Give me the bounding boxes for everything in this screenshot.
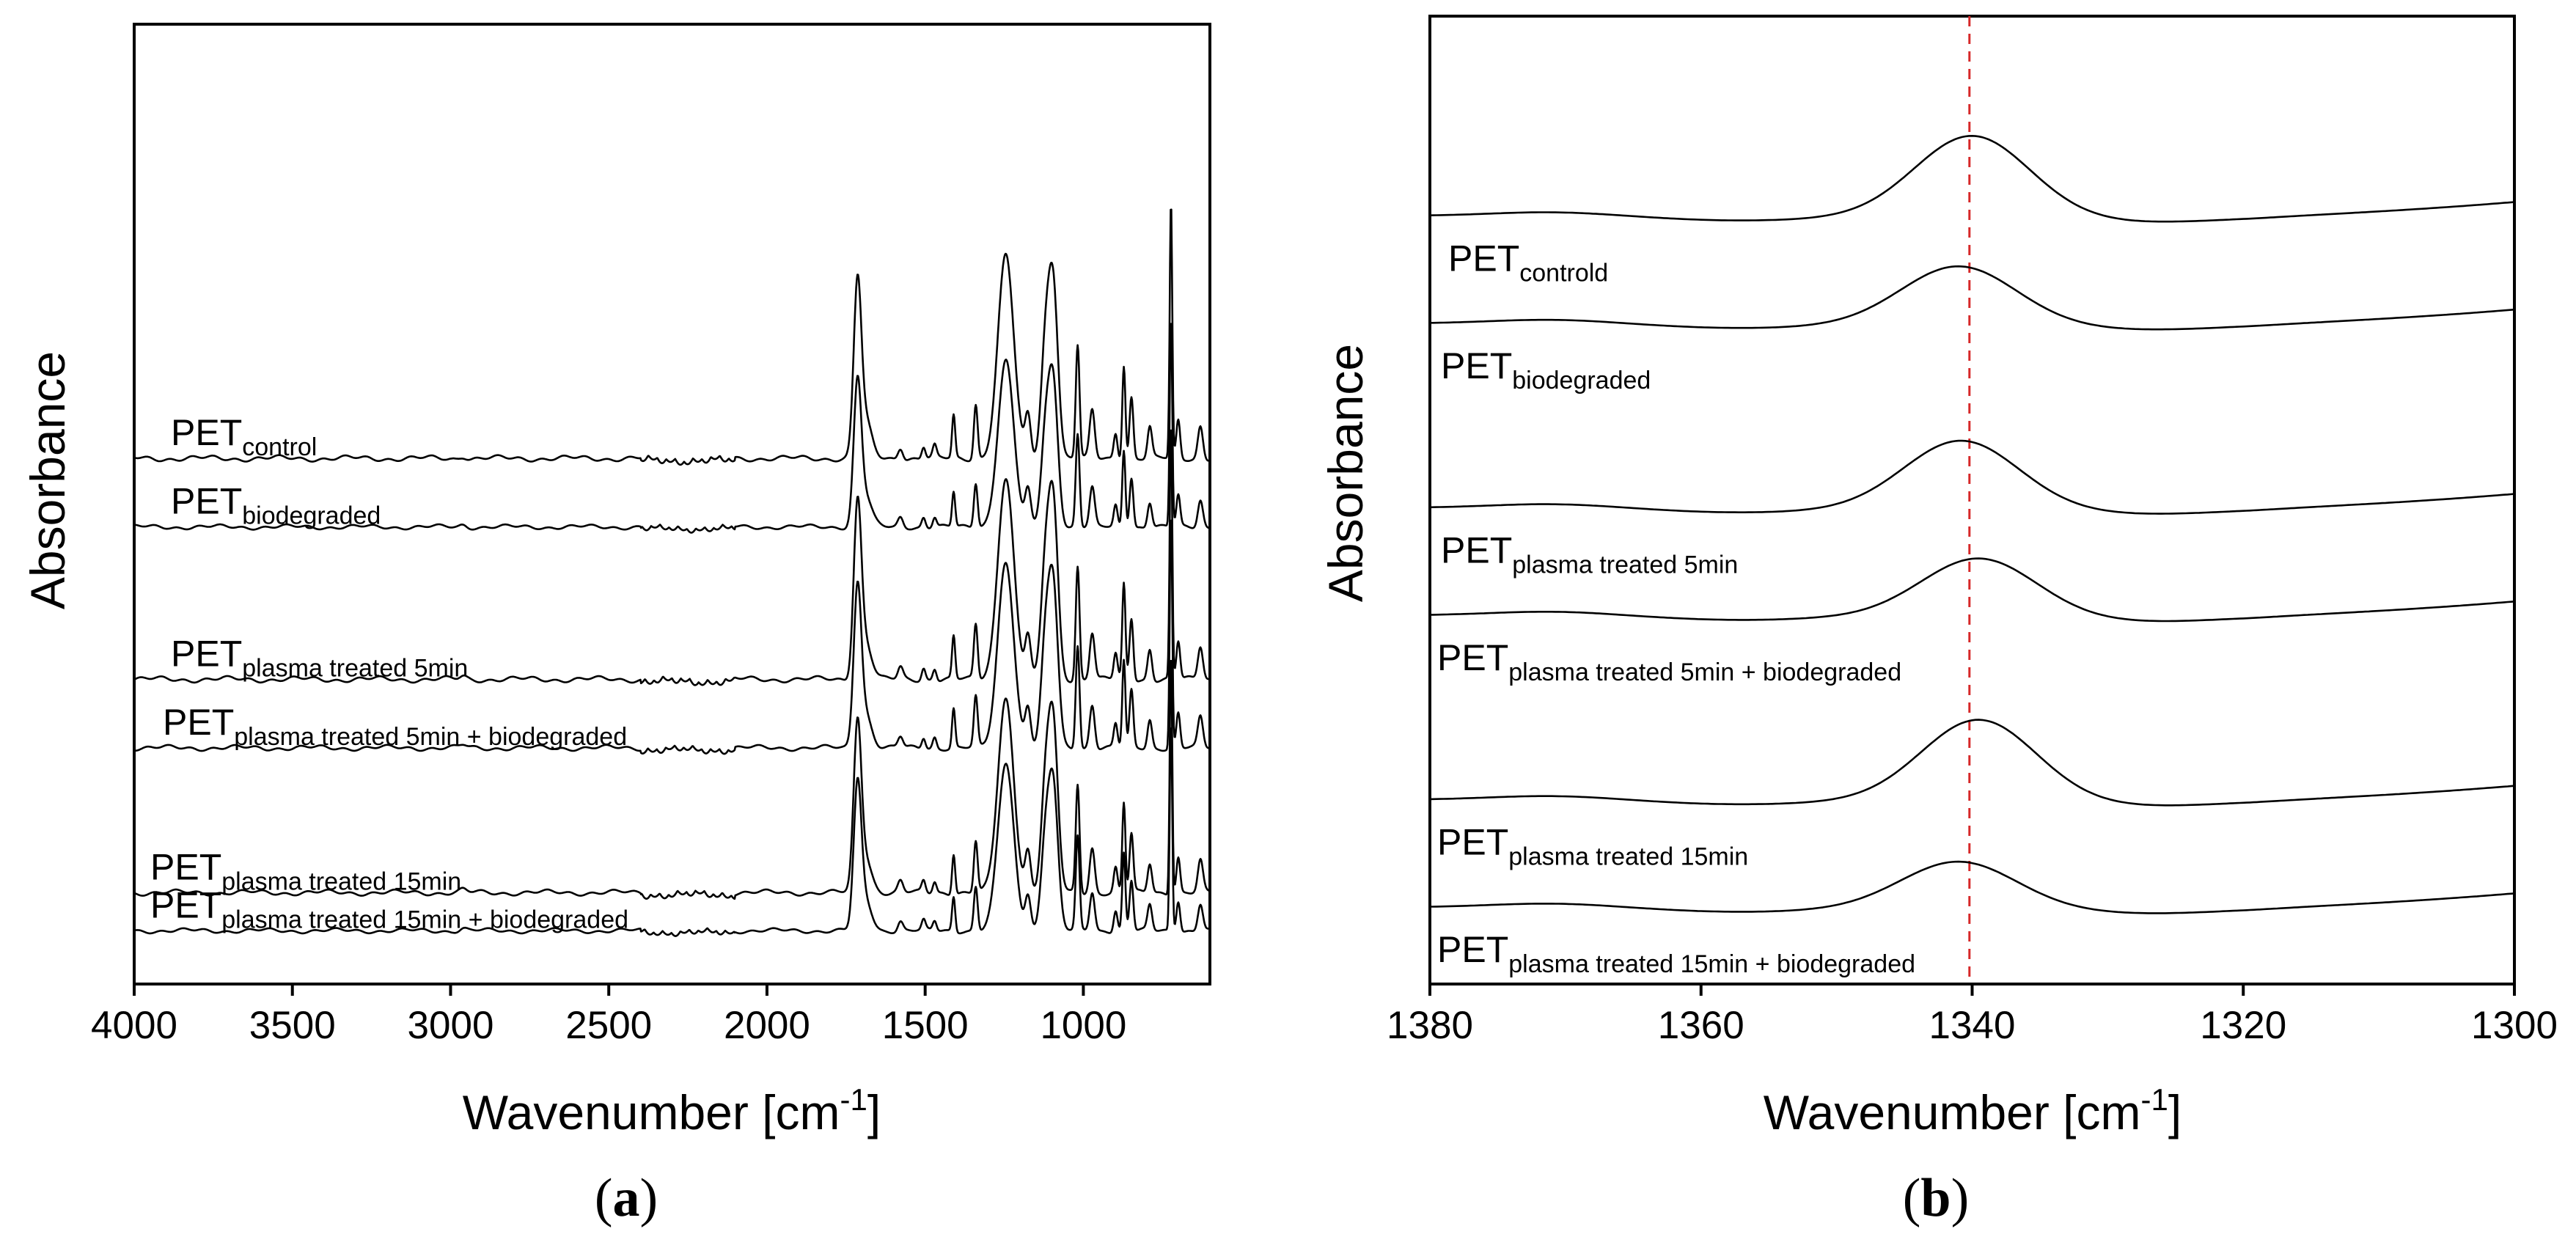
series-label-b-4: PETplasma treated 15min (1437, 822, 1748, 871)
spectrum-b-3 (1430, 557, 2515, 623)
panel-label-b: (b) (1903, 1168, 1969, 1228)
x-tick-label-b: 1380 (1387, 1004, 1473, 1047)
x-tick-label-b: 1340 (1929, 1004, 2016, 1047)
x-axis-title-a: Wavenumber [cm-1] (463, 1082, 881, 1139)
spectrum-a-5 (133, 727, 1211, 937)
series-label-b-1: PETbiodegraded (1441, 345, 1651, 394)
panel-label-a: (a) (595, 1168, 658, 1228)
plot-frame-a (133, 23, 1211, 985)
series-label-a-1: PETbiodegraded (171, 481, 381, 530)
series-labels-b: PETcontrold PETbiodegraded PETplasma treat… (1437, 238, 1915, 978)
series-label-a-2: PETplasma treated 5min (171, 633, 468, 682)
spectrum-a-0 (133, 208, 1211, 466)
series-label-b-0: PETcontrold (1448, 238, 1608, 287)
x-tick-label-a: 2000 (724, 1004, 810, 1047)
plot-frame-b (1428, 15, 2516, 985)
spectrum-b-1 (1430, 265, 2515, 331)
series-label-a-3: PETplasma treated 5min + biodegraded (163, 702, 627, 751)
x-tick-label-a: 1500 (882, 1004, 969, 1047)
spectrum-b-5 (1430, 860, 2515, 914)
x-tick-label-b: 1320 (2200, 1004, 2286, 1047)
y-axis-title-b: Absorbance (1318, 344, 1373, 602)
x-tick-label-b: 1300 (2471, 1004, 2558, 1047)
spectra-b (1429, 135, 2515, 914)
x-tick-label-a: 3000 (408, 1004, 494, 1047)
series-label-b-2: PETplasma treated 5min (1441, 529, 1738, 579)
spectrum-a-4 (133, 660, 1211, 900)
y-axis-title-a: Absorbance (21, 351, 75, 609)
series-label-a-5: PETplasma treated 15min + biodegraded (150, 884, 628, 933)
spectrum-a-2 (133, 429, 1211, 686)
x-tick-label-b: 1360 (1658, 1004, 1744, 1047)
spectrum-b-2 (1429, 439, 2515, 515)
series-label-a-4: PETplasma treated 15min (150, 846, 461, 895)
x-tick-label-a: 4000 (91, 1004, 177, 1047)
x-tick-label-a: 1000 (1040, 1004, 1126, 1047)
series-label-a-0: PETcontrol (171, 412, 317, 461)
x-ticks-a: 4000 3500 3000 2500 2000 1500 1000 (91, 984, 1126, 1047)
spectrum-a-1 (133, 323, 1211, 534)
series-label-b-3: PETplasma treated 5min + biodegraded (1437, 637, 1901, 686)
series-label-b-5: PETplasma treated 15min + biodegraded (1437, 929, 1915, 978)
x-tick-label-a: 3500 (249, 1004, 336, 1047)
spectrum-a-3 (133, 519, 1211, 755)
spectrum-b-0 (1429, 135, 2515, 223)
spectra-a (133, 208, 1211, 937)
spectrum-b-4 (1429, 719, 2515, 807)
x-tick-label-a: 2500 (565, 1004, 652, 1047)
x-axis-title-b: Wavenumber [cm-1] (1764, 1082, 2181, 1139)
panel-b: 1380 1360 1340 1320 1300 PETcontrold PETbiode… (1318, 15, 2558, 1228)
x-ticks-b: 1380 1360 1340 1320 1300 (1387, 984, 2558, 1047)
series-labels-a: PETcontrol PETbiodegraded PETplasma treate… (150, 412, 628, 933)
panel-a: 4000 3500 3000 2500 2000 1500 1000 PETcontrolP… (21, 23, 1211, 1228)
